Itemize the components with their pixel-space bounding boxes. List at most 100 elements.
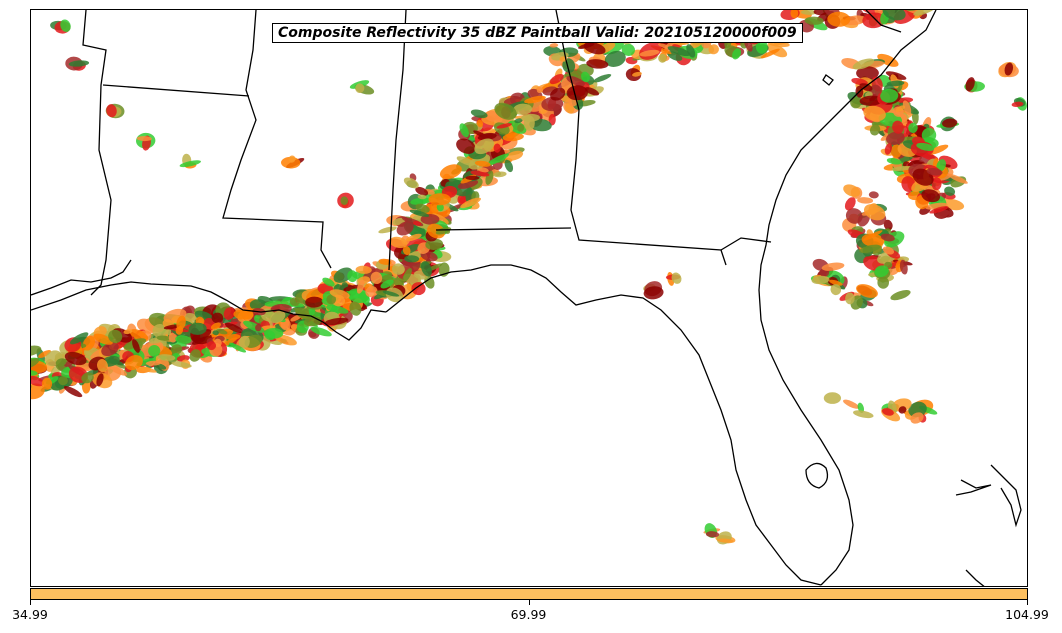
paintball-blob [31,375,44,387]
map-panel: Composite Reflectivity 35 dBZ Paintball … [30,9,1028,587]
paintball-blob [435,227,452,235]
coastline [31,281,387,341]
colorbar-tick [30,600,31,605]
paintball-blob [856,66,879,80]
paintball-blob [926,167,943,176]
state-border [82,10,112,296]
paintball-blob [856,284,878,298]
paintball-blob [157,354,176,361]
paintball-blob [886,80,905,87]
paintball-blob [536,87,544,94]
paintball-blob [639,49,660,57]
paintball-blob [145,360,161,366]
paintball-blob [415,186,429,196]
paintball-blob [477,167,489,173]
paintball-blob [821,262,845,271]
paintball-blob [171,361,192,368]
paintball-blob [324,317,348,325]
paintball-blob [705,531,720,538]
paintball-blob [671,272,682,284]
paintball-blob [844,197,856,211]
paintball-blob [604,50,626,67]
paintball-blob [156,335,172,341]
paintball-blob [581,71,590,83]
paintball-blob [852,58,875,70]
paintball-blob [63,386,83,398]
coastline [990,464,1022,528]
paintball-blob [850,96,862,109]
paintball-blob [868,191,879,199]
paintball-blob [179,160,201,168]
paintball-blob [708,44,719,55]
paintball-blob [529,118,552,132]
paintball-blob [853,410,874,419]
paintball-blob [132,339,140,353]
paintball-blob [830,284,842,296]
paintball-blob [829,279,843,286]
paintball-blob [470,109,488,119]
colorbar-tick [1027,600,1028,605]
paintball-blob [270,303,292,314]
paintball-blob [152,323,167,339]
state-border [102,84,250,97]
paintball-blob [493,143,501,153]
paintball-blob [123,329,133,335]
colorbar-tick-label: 69.99 [510,607,547,622]
paintball-blob [421,261,432,277]
paintball-blob [476,119,484,128]
paintball-blob [505,150,524,161]
paintball-blob [108,329,123,344]
paintball-blob [216,329,228,335]
paintball-blob [717,538,734,543]
paintball-blob [890,289,911,301]
paintball-blob [586,59,609,69]
paintball-blob [270,310,286,324]
state-border [720,237,772,251]
paintball-blob [456,138,476,154]
paintball-blob [517,124,525,132]
paintball-blob [921,189,941,203]
paintball-blob [55,358,67,367]
paintball-blob [305,296,324,308]
paintball-blob [60,19,71,32]
state-border [435,227,572,231]
paintball-blob [643,286,664,300]
paintball-blob [913,10,936,16]
paintball-blob [881,408,894,416]
paintball-blob [329,289,350,299]
paintball-blob [521,113,540,122]
paintball-blob [97,359,108,373]
paintball-blob [965,77,975,92]
paintball-blob [859,95,883,106]
paintball-blob [68,60,90,67]
paintball-blob [566,85,588,101]
paintball-blob [877,276,890,289]
paintball-blob [910,412,924,424]
paintball-blob [457,194,466,205]
paintball-blob [863,204,886,221]
paintball-blob [347,288,370,303]
paintball-blob [886,158,902,165]
paintball-blob [424,275,435,289]
paintball-blob [658,53,667,63]
paintball-blob [460,197,481,209]
paintball-blob [465,175,480,180]
paintball-blob [1011,101,1024,107]
paintball-blob [621,43,635,56]
colorbar-tick [528,600,530,605]
paintball-blob [465,187,473,203]
coastline [955,479,992,496]
paintball-blob [81,372,94,384]
paintball-blob [908,401,927,418]
paintball-blob [263,327,284,339]
paintball-blob [898,406,907,414]
coastline [758,10,937,586]
paintball-blob [593,74,612,83]
paintball-blob [365,286,378,298]
paintball-blob [389,236,408,248]
paintball-blob [322,277,335,287]
paintball-blob [410,197,431,205]
paintball-blob [176,315,186,331]
paintball-blob [801,10,817,15]
paintball-blob [947,173,968,184]
